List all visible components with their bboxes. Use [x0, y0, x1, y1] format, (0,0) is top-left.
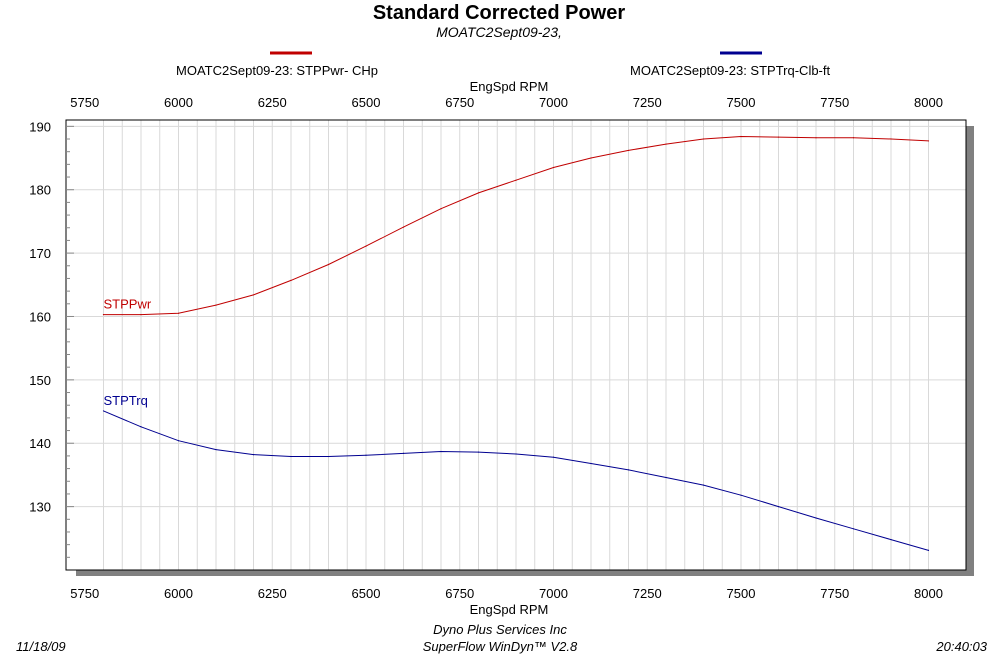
- footer-time: 20:40:03: [935, 639, 987, 654]
- x-axis-label-bottom: EngSpd RPM: [470, 602, 549, 617]
- data-point-stppwr: [140, 313, 142, 316]
- x-tick-label-bottom: 7500: [727, 586, 756, 601]
- data-point-stptrq: [927, 549, 930, 551]
- data-point-stptrq: [890, 538, 892, 541]
- y-tick-label: 170: [29, 246, 51, 261]
- data-point-stppwr: [552, 166, 555, 169]
- x-ticks-top: 5750 6000 6250 6500 6750 7000 7250 7500 7750 8000: [70, 95, 943, 110]
- x-tick-label-top: 7500: [727, 95, 756, 110]
- data-point-stptrq: [102, 410, 105, 412]
- y-tick-label: 130: [29, 500, 51, 515]
- data-point-stptrq: [665, 476, 667, 479]
- data-point-stptrq: [440, 450, 442, 453]
- data-point-stptrq: [852, 528, 855, 530]
- x-tick-label-top: 7250: [633, 95, 662, 110]
- x-tick-label-bottom: 6250: [258, 586, 287, 601]
- data-point-stptrq: [402, 452, 405, 454]
- series-label-stppwr: STPPwr: [104, 297, 152, 312]
- data-point-stptrq: [327, 455, 330, 458]
- x-axis-label-top: EngSpd RPM: [470, 79, 549, 94]
- y-ticks: 130 140 150 160 170 180 190: [29, 119, 51, 514]
- data-point-stppwr: [215, 304, 217, 306]
- data-point-stptrq: [477, 451, 480, 453]
- x-tick-label-bottom: 7250: [633, 586, 662, 601]
- x-tick-label-top: 6250: [258, 95, 287, 110]
- data-point-stppwr: [440, 208, 442, 210]
- data-point-stptrq: [365, 454, 367, 456]
- x-tick-label-top: 6000: [164, 95, 193, 110]
- data-point-stppwr: [702, 138, 705, 140]
- data-point-stptrq: [815, 517, 817, 519]
- grid: [66, 120, 966, 570]
- legend-label-stppwr: MOATC2Sept09-23: STPPwr- CHp: [176, 63, 378, 78]
- data-point-stppwr: [327, 263, 330, 266]
- y-tick-label: 140: [29, 436, 51, 451]
- x-tick-label-bottom: 6000: [164, 586, 193, 601]
- data-point-stptrq: [515, 453, 517, 455]
- data-point-stptrq: [215, 448, 217, 451]
- data-point-stppwr: [927, 140, 930, 142]
- x-tick-label-bottom: 6750: [445, 586, 474, 601]
- series-label-stptrq: STPTrq: [104, 393, 148, 408]
- data-point-stptrq: [627, 469, 630, 471]
- data-point-stppwr: [477, 192, 480, 194]
- data-point-stptrq: [552, 456, 555, 458]
- data-point-stptrq: [702, 484, 705, 486]
- plot-frame: [65, 119, 967, 571]
- data-point-stppwr: [102, 313, 105, 316]
- legend-label-stptrq: MOATC2Sept09-23: STPTrq-Clb-ft: [630, 63, 830, 78]
- chart-subtitle: MOATC2Sept09-23,: [436, 24, 562, 40]
- x-tick-label-top: 5750: [70, 95, 99, 110]
- x-tick-label-bottom: 8000: [914, 586, 943, 601]
- data-point-stppwr: [290, 279, 292, 281]
- y-tick-label: 180: [29, 183, 51, 198]
- plot-shadow-right: [966, 126, 974, 576]
- x-tick-label-top: 8000: [914, 95, 943, 110]
- series-group: STPPwr STPTrq: [102, 135, 930, 551]
- data-point-stppwr: [740, 135, 742, 138]
- x-tick-label-top: 6750: [445, 95, 474, 110]
- data-point-stptrq: [777, 506, 780, 508]
- data-point-stppwr: [665, 143, 667, 145]
- x-tick-label-top: 7000: [539, 95, 568, 110]
- minor-ticks: [66, 125, 74, 558]
- y-tick-label: 190: [29, 119, 51, 134]
- data-point-stptrq: [177, 440, 180, 442]
- data-point-stptrq: [590, 462, 592, 465]
- data-point-stppwr: [515, 179, 517, 181]
- x-tick-label-bottom: 6500: [352, 586, 381, 601]
- y-tick-label: 150: [29, 373, 51, 388]
- data-point-stppwr: [852, 137, 855, 139]
- plot-shadow-bottom: [76, 570, 974, 576]
- data-point-stptrq: [252, 454, 255, 456]
- chart-title: Standard Corrected Power: [373, 2, 626, 24]
- data-point-stptrq: [740, 494, 742, 496]
- data-point-stppwr: [815, 137, 817, 139]
- data-point-stppwr: [252, 294, 255, 296]
- data-point-stptrq: [140, 426, 142, 428]
- x-ticks-bottom: 5750 6000 6250 6500 6750 7000 7250 7500 7750 8000: [70, 586, 943, 601]
- data-point-stppwr: [590, 157, 592, 159]
- data-point-stppwr: [890, 138, 892, 140]
- footer-date: 11/18/09: [16, 639, 66, 654]
- data-point-stptrq: [290, 455, 292, 458]
- x-tick-label-bottom: 7000: [539, 586, 568, 601]
- x-tick-label-bottom: 5750: [70, 586, 99, 601]
- data-point-stppwr: [177, 312, 180, 314]
- footer-company: Dyno Plus Services Inc: [433, 622, 567, 637]
- x-tick-label-top: 6500: [352, 95, 381, 110]
- y-tick-label: 160: [29, 309, 51, 324]
- footer-software: SuperFlow WinDyn™ V2.8: [423, 639, 578, 654]
- x-tick-label-top: 7750: [820, 95, 849, 110]
- data-point-stppwr: [777, 136, 780, 138]
- data-point-stppwr: [627, 149, 630, 152]
- data-point-stppwr: [365, 245, 367, 247]
- data-point-stppwr: [402, 226, 405, 228]
- x-tick-label-bottom: 7750: [820, 586, 849, 601]
